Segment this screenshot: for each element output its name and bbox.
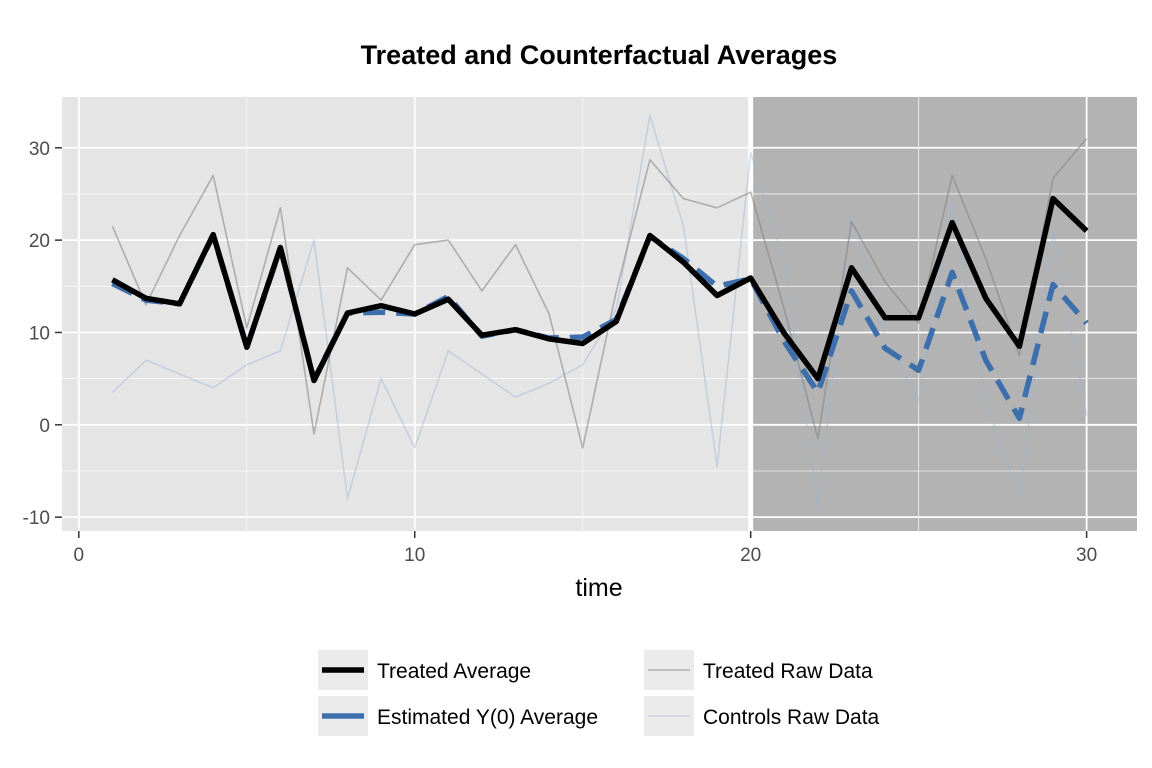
x-tick-label: 20 [740,545,761,566]
treatment-period-shading [750,97,1137,531]
plot-area [62,97,1137,531]
treated-raw-legend-label: Treated Raw Data [703,660,873,683]
controls-raw-legend-label: Controls Raw Data [703,706,880,729]
y-tick-label: 30 [29,139,50,160]
x-tick-label: 30 [1076,545,1097,566]
treated-average-legend-label: Treated Average [377,660,531,683]
estimated-y0-average-legend-label: Estimated Y(0) Average [377,706,598,729]
y-tick-label: 10 [29,323,50,344]
y-tick-label: -10 [23,508,50,529]
legend: Treated Average Estimated Y(0) Average Tre… [318,650,880,736]
chart-title: Treated and Counterfactual Averages [361,40,838,70]
x-tick-label: 0 [74,545,85,566]
x-tick-label: 10 [404,545,425,566]
y-tick-label: 20 [29,231,50,252]
controls-raw-line [111,114,1088,509]
treated-average-line [111,195,1089,384]
y-tick-label: 0 [39,416,50,437]
x-axis-title: time [575,574,622,602]
controls-raw-legend-key [644,696,694,736]
